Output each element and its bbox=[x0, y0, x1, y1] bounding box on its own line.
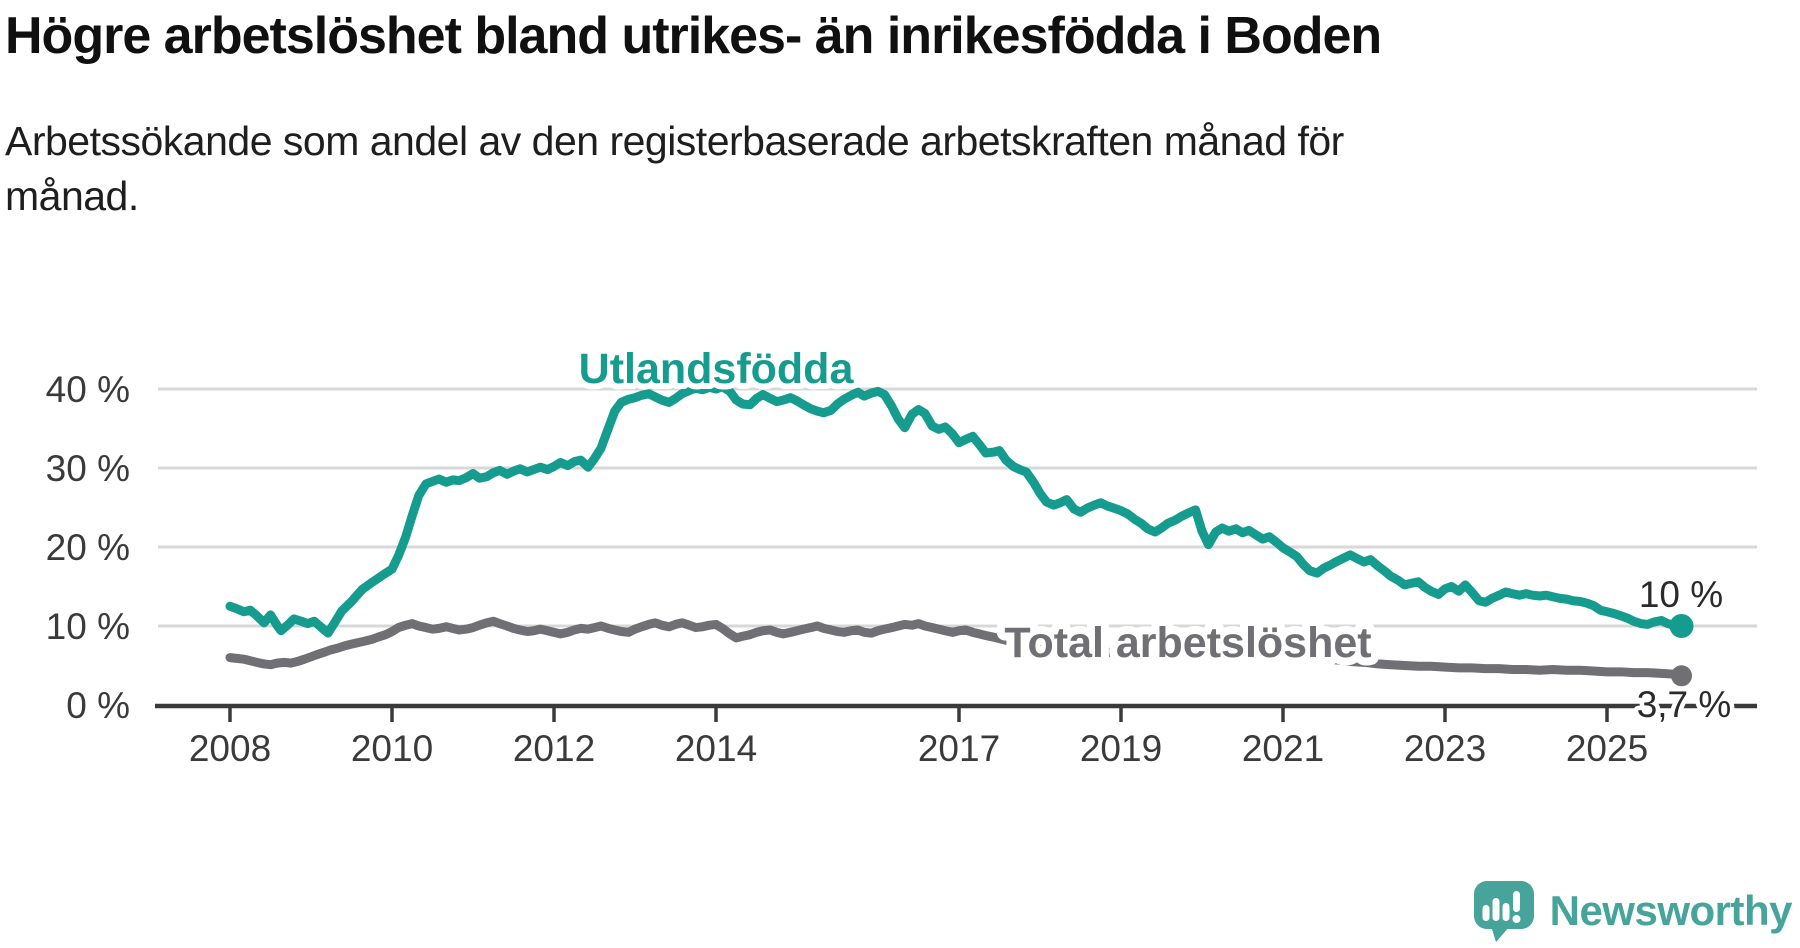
x-axis-label: 2014 bbox=[675, 728, 757, 769]
x-axis-label: 2008 bbox=[189, 728, 271, 769]
series-line bbox=[225, 382, 1687, 638]
y-axis-label: 10 % bbox=[46, 606, 130, 647]
series-end-dot bbox=[1669, 614, 1694, 638]
chart-title: Högre arbetslöshet bland utrikes- än inr… bbox=[5, 7, 1382, 65]
x-axis-label: 2010 bbox=[351, 728, 433, 769]
newsworthy-logo-icon bbox=[1473, 881, 1534, 942]
newsworthy-logo-text: Newsworthy bbox=[1549, 887, 1793, 934]
y-axis-label: 20 % bbox=[46, 527, 130, 568]
series-end-value-label: 3,7 % bbox=[1637, 684, 1732, 725]
x-axis-label: 2023 bbox=[1404, 728, 1486, 769]
series-line bbox=[225, 616, 1687, 681]
series-end-dot bbox=[1671, 665, 1693, 687]
series-label: Utlandsfödda bbox=[579, 345, 855, 393]
x-axis-label: 2019 bbox=[1080, 728, 1162, 769]
x-axis-label: 2017 bbox=[918, 728, 1000, 769]
y-axis-label: 30 % bbox=[46, 448, 130, 489]
x-axis-label: 2025 bbox=[1566, 728, 1648, 769]
y-axis-label: 40 % bbox=[46, 369, 130, 410]
newsworthy-logo: Newsworthy bbox=[1471, 878, 1793, 944]
x-axis-label: 2021 bbox=[1242, 728, 1324, 769]
chart-subtitle: Arbetssökande som andel av den registerb… bbox=[5, 118, 1344, 220]
series-end-value-label: 10 % bbox=[1639, 574, 1723, 615]
x-axis-label: 2012 bbox=[513, 728, 595, 769]
y-axis-label: 0 % bbox=[66, 685, 130, 726]
series-label: Total arbetslöshet bbox=[1004, 619, 1371, 667]
